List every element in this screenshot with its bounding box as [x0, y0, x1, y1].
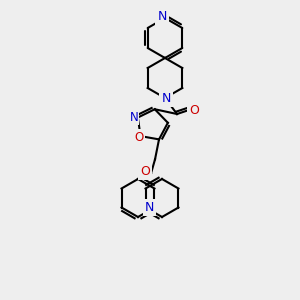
- Text: N: N: [130, 111, 138, 124]
- Text: N: N: [157, 11, 167, 23]
- Text: N: N: [145, 201, 154, 214]
- Text: O: O: [135, 130, 144, 144]
- Text: O: O: [189, 103, 199, 116]
- Text: O: O: [140, 165, 150, 178]
- Text: N: N: [161, 92, 171, 106]
- Text: N: N: [157, 11, 167, 23]
